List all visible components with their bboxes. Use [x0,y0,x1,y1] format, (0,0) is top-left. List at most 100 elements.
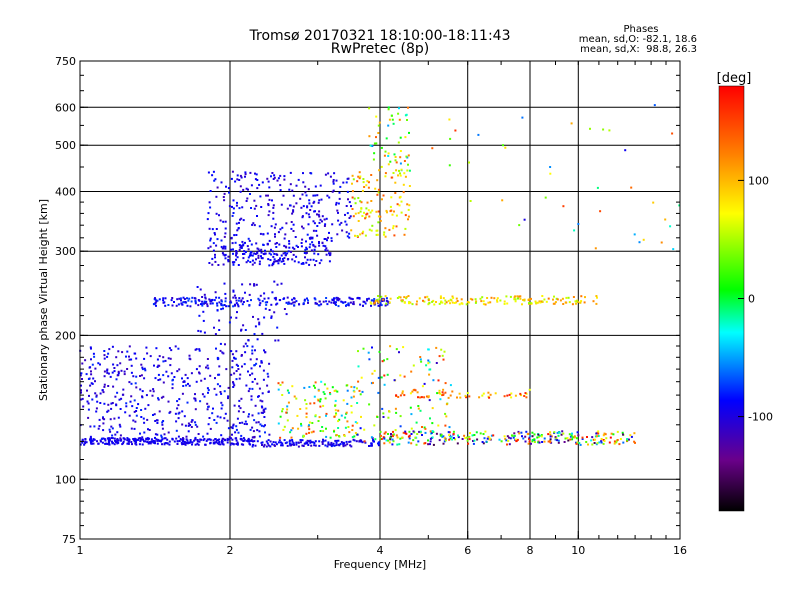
data-point [422,299,424,302]
data-point [232,248,234,251]
data-point [123,438,126,441]
data-point [230,426,233,429]
data-point [369,144,372,147]
data-point [107,439,110,442]
data-point [431,436,434,439]
data-point [137,437,140,440]
data-point [251,254,254,257]
data-point [569,438,572,441]
data-point [482,300,485,303]
data-point [594,247,597,250]
data-point [295,244,298,247]
data-point [296,414,299,417]
data-point [169,357,172,360]
data-point [202,319,205,322]
data-point [260,206,263,208]
data-point [427,443,430,446]
data-point [396,203,399,206]
data-point [231,438,234,441]
data-point [97,442,100,445]
data-point [412,430,415,433]
data-point [448,426,451,429]
data-point [318,244,321,247]
data-point [421,385,424,388]
data-point [307,444,310,446]
data-point [259,195,262,198]
data-point [318,242,320,245]
data-point [345,384,348,387]
data-point [290,227,293,230]
data-point [442,442,445,445]
x-tick-label: 2 [227,544,234,557]
data-point [340,414,343,417]
data-point [288,240,291,243]
data-point [351,208,354,210]
data-point [408,430,411,433]
data-point [209,374,212,377]
data-point [247,390,250,393]
data-point [267,194,269,197]
data-point [581,436,584,439]
data-point [255,242,258,245]
data-point [106,355,109,358]
data-point [244,173,247,176]
data-point [249,374,251,377]
data-point [253,333,256,336]
data-point [82,405,85,408]
data-point [93,355,96,358]
data-point [100,438,103,440]
data-point [315,260,318,262]
data-point [135,414,138,417]
data-point [211,302,214,305]
data-point [476,438,479,441]
data-point [243,423,246,425]
data-point [113,443,116,446]
data-point [387,106,390,109]
data-point [427,348,430,351]
data-point [324,249,327,252]
data-point [297,178,300,181]
data-point [230,316,232,319]
data-point [445,301,448,304]
data-point [293,297,295,300]
data-point [237,364,239,367]
data-point [325,412,328,415]
data-point [435,362,438,364]
data-point [359,210,362,213]
data-point [441,301,444,304]
data-point [320,259,323,262]
data-point [313,248,316,251]
data-point [538,300,541,303]
data-point [217,264,220,266]
data-point [165,370,168,373]
data-point [248,239,251,242]
data-point [279,228,282,231]
data-point [126,368,129,370]
data-point [321,443,324,445]
data-point [300,206,303,209]
data-point [201,393,204,396]
data-point [225,305,228,308]
data-point [366,298,369,301]
data-point [312,244,315,247]
data-point [549,435,552,438]
data-point [411,303,414,306]
data-point [238,207,241,210]
data-point [328,231,330,234]
data-point [251,426,254,429]
data-point [592,300,595,303]
data-point [521,303,523,306]
data-point [211,299,214,301]
data-point [207,389,210,392]
data-point [193,439,196,442]
data-point [242,437,245,440]
data-point [251,414,254,417]
data-point [241,297,244,300]
data-point [147,404,150,407]
data-point [399,150,402,152]
data-point [456,396,458,399]
data-point [359,233,362,236]
data-point [209,237,212,240]
data-point [350,405,353,407]
data-point [224,292,227,295]
